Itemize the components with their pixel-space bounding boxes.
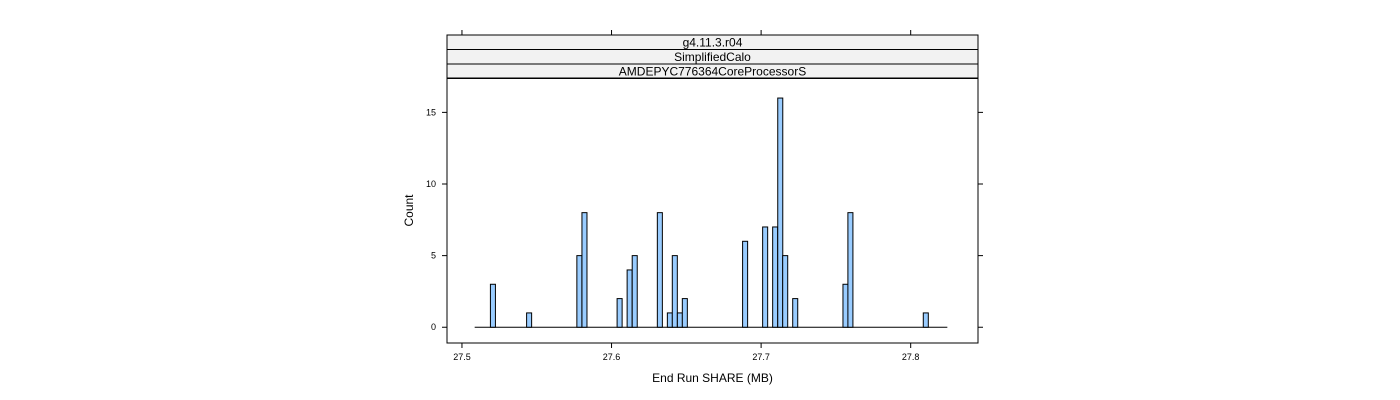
- bar-20: [922, 312, 929, 328]
- bar-11: [681, 298, 688, 328]
- bar-4: [616, 298, 623, 328]
- x-tick-label-0: 27.5: [453, 352, 471, 362]
- y-tick-label-3: 15: [426, 107, 436, 117]
- y-tick-label-2: 10: [426, 179, 436, 189]
- x-axis-label: End Run SHARE (MB): [652, 371, 773, 385]
- y-axis-label: Count: [402, 194, 416, 227]
- plot-panel-frame: [446, 77, 979, 344]
- bar-15: [777, 97, 784, 328]
- bar-18: [842, 283, 849, 328]
- bar-14: [772, 226, 779, 328]
- bar-1: [526, 312, 533, 328]
- bar-2: [576, 255, 583, 328]
- bar-3: [581, 212, 588, 328]
- x-tick-label-2: 27.7: [752, 352, 770, 362]
- bar-13: [762, 226, 769, 328]
- bars-group: [474, 97, 948, 328]
- bar-6: [631, 255, 638, 328]
- bar-5: [626, 269, 633, 328]
- strip-label-0: g4.11.3.r04: [683, 36, 743, 50]
- bar-16: [782, 255, 789, 328]
- bar-7: [656, 212, 663, 328]
- y-tick-label-1: 5: [431, 251, 436, 261]
- x-tick-label-1: 27.6: [603, 352, 621, 362]
- strip-label-1: SimplifiedCalo: [674, 50, 751, 64]
- bar-17: [792, 298, 799, 328]
- axes-group: 27.5 27.6 27.7 27.8 0 5 10 15: [426, 30, 983, 362]
- strip-panel: g4.11.3.r04SimplifiedCaloAMDEPYC776364Co…: [446, 34, 979, 79]
- bar-12: [742, 240, 749, 328]
- bar-0: [489, 283, 496, 328]
- strip-label-2: AMDEPYC776364CoreProcessorS: [619, 65, 806, 79]
- bar-9: [671, 255, 678, 328]
- bar-10: [676, 312, 683, 328]
- bar-19: [847, 212, 854, 328]
- x-tick-label-3: 27.8: [902, 352, 920, 362]
- bar-8: [666, 312, 673, 328]
- y-tick-label-0: 0: [431, 322, 436, 332]
